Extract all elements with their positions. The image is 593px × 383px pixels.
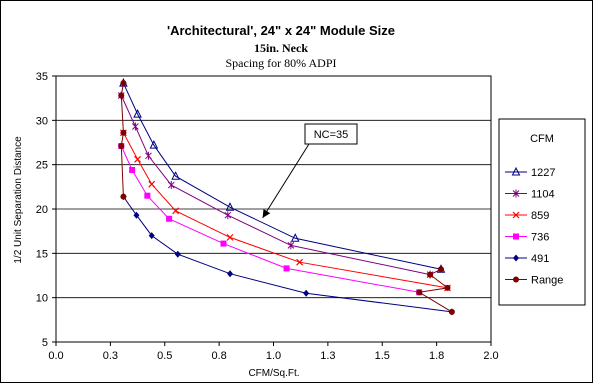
tick-label-x: 1.5 (375, 350, 390, 362)
chart-subtitle-2: Spacing for 80% ADPI (226, 56, 337, 70)
data-point (148, 232, 155, 240)
data-point (172, 207, 180, 215)
data-point (224, 211, 232, 220)
data-point (132, 122, 139, 131)
tick-label-y: 35 (36, 71, 48, 83)
legend-item-range: Range (505, 275, 563, 287)
legend-label: 859 (531, 210, 549, 222)
data-point (287, 241, 295, 250)
data-point (303, 289, 310, 297)
legend-item-859: 859 (505, 210, 549, 222)
data-point (149, 140, 159, 149)
data-point (174, 250, 181, 258)
legend-marker (512, 211, 520, 219)
data-point (148, 180, 156, 188)
annotation-arrow (262, 143, 310, 219)
legend-label: 736 (531, 232, 549, 244)
data-point (120, 193, 127, 200)
data-point (133, 109, 142, 118)
tick-label-x: 0.3 (103, 350, 118, 362)
data-point (225, 202, 235, 211)
legend-marker (513, 276, 519, 283)
legend-label: 1104 (531, 189, 555, 201)
tick-label-x: 0.8 (211, 350, 226, 362)
legend-item-736: 736 (505, 232, 549, 244)
data-point (290, 233, 300, 242)
x-axis-label: CFM/Sq.Ft. (248, 368, 299, 379)
chart-title: 'Architectural', 24" x 24" Module Size (167, 23, 395, 38)
tick-label-y: 30 (36, 115, 48, 127)
tick-label-x: 0.0 (48, 350, 63, 362)
legend-label: Range (531, 275, 563, 287)
series-layer (117, 77, 455, 316)
legend-marker (512, 189, 520, 198)
data-point (118, 143, 125, 150)
data-point (427, 271, 434, 278)
data-point (129, 166, 136, 173)
tick-label-y: 5 (42, 337, 48, 349)
data-point (448, 308, 455, 315)
tick-label-x: 2.0 (483, 350, 498, 362)
chart-subtitle: 15in. Neck (254, 41, 308, 55)
data-point (283, 265, 290, 272)
data-point (120, 80, 127, 87)
tick-label-y: 15 (36, 248, 48, 260)
series-range (416, 266, 455, 315)
data-point (171, 171, 180, 180)
legend-item-1104: 1104 (505, 189, 555, 201)
y-axis-label: 1/2 Unit Separation Distance (13, 136, 24, 264)
legend-box (498, 118, 586, 306)
legend-marker (513, 254, 519, 262)
series-range (118, 80, 127, 200)
tick-label-x: 1.3 (320, 350, 335, 362)
data-point (227, 270, 233, 278)
tick-label-y: 25 (36, 160, 48, 172)
series-line (122, 82, 442, 270)
axes: 5 10 15 20 25 30 35 0.0 0.3 0.5 0.8 1.0 1.3 1.5 1.8 2.0 (36, 71, 499, 362)
legend-label: 491 (531, 253, 549, 265)
annotation-box (304, 123, 358, 145)
tick-label-y: 10 (36, 293, 48, 305)
annotation-arrowhead (262, 208, 271, 218)
tick-label-y: 20 (36, 204, 48, 216)
data-point (416, 289, 423, 296)
legend-marker (511, 166, 521, 176)
data-point (118, 92, 125, 99)
annotation: NC=35 (262, 123, 358, 219)
data-point (120, 129, 127, 136)
data-point (166, 215, 173, 222)
legend-item-1227: 1227 (505, 166, 555, 179)
data-point (144, 192, 151, 199)
data-point (296, 258, 304, 266)
legend-marker (513, 233, 519, 240)
data-point (145, 151, 152, 160)
annotation-label: NC=35 (314, 129, 349, 141)
data-point (226, 233, 234, 241)
tick-label-x: 1.0 (266, 350, 281, 362)
legend-item-491: 491 (505, 253, 549, 265)
legend-label: 1227 (531, 167, 555, 179)
data-point (167, 181, 175, 190)
data-point (220, 240, 227, 247)
data-point (134, 155, 141, 163)
tick-label-x: 0.5 (157, 350, 172, 362)
legend: CFM 1227 1104 859 736 491 Range (498, 118, 586, 306)
data-point (133, 211, 140, 219)
data-point (437, 266, 444, 273)
data-point (444, 284, 451, 291)
tick-label-x: 1.8 (429, 350, 444, 362)
legend-title: CFM (530, 133, 554, 145)
